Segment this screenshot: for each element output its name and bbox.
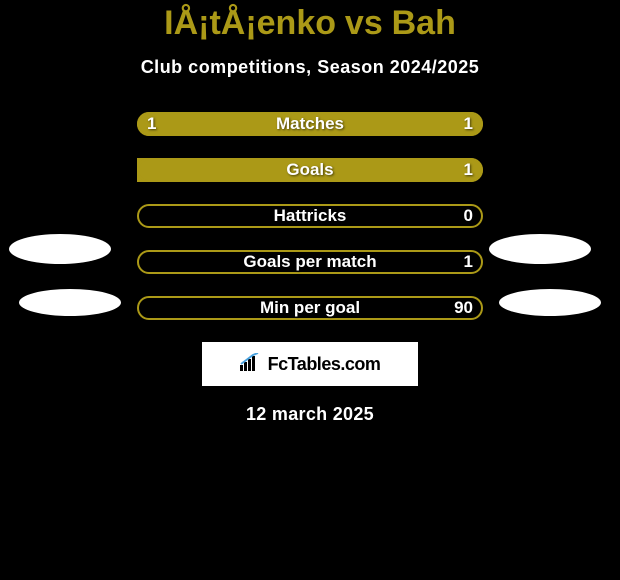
date-text: 12 march 2025 (0, 404, 620, 425)
bar-label: Matches (276, 112, 344, 136)
player1-name: IÅ¡tÅ¡enko (164, 4, 336, 42)
bar-value-right: 1 (464, 112, 473, 136)
page-title: IÅ¡tÅ¡enko vs Bah (0, 4, 620, 43)
stat-bar: 90 Min per goal (137, 296, 483, 320)
stat-bars: 1 1 Matches 1 Goals 0 Hattricks 1 Goals per matc… (137, 112, 483, 320)
bar-label: Goals per match (243, 250, 376, 274)
vs-text: vs (345, 4, 383, 42)
bar-value-right: 1 (464, 158, 473, 182)
bar-label: Min per goal (260, 296, 360, 320)
avatar-right-2 (499, 289, 601, 316)
bar-label: Hattricks (274, 204, 347, 228)
chart-stage: 1 1 Matches 1 Goals 0 Hattricks 1 Goals per matc… (0, 112, 620, 425)
stat-bar: 1 1 Matches (137, 112, 483, 136)
player2-name: Bah (392, 4, 456, 42)
avatar-right-1 (489, 234, 591, 264)
avatar-left-2 (19, 289, 121, 316)
bars-icon (240, 353, 262, 376)
stat-bar: 0 Hattricks (137, 204, 483, 228)
bar-value-left: 1 (147, 112, 156, 136)
bar-value-right: 90 (454, 296, 473, 320)
stat-bar: 1 Goals per match (137, 250, 483, 274)
stat-bar: 1 Goals (137, 158, 483, 182)
logo-text: FcTables.com (268, 354, 381, 375)
comparison-card: IÅ¡tÅ¡enko vs Bah Club competitions, Sea… (0, 0, 620, 425)
subtitle: Club competitions, Season 2024/2025 (0, 57, 620, 78)
avatar-left-1 (9, 234, 111, 264)
logo-box[interactable]: FcTables.com (202, 342, 418, 386)
bar-label: Goals (286, 158, 333, 182)
logo: FcTables.com (240, 353, 381, 376)
bar-value-right: 1 (464, 250, 473, 274)
bar-value-right: 0 (464, 204, 473, 228)
